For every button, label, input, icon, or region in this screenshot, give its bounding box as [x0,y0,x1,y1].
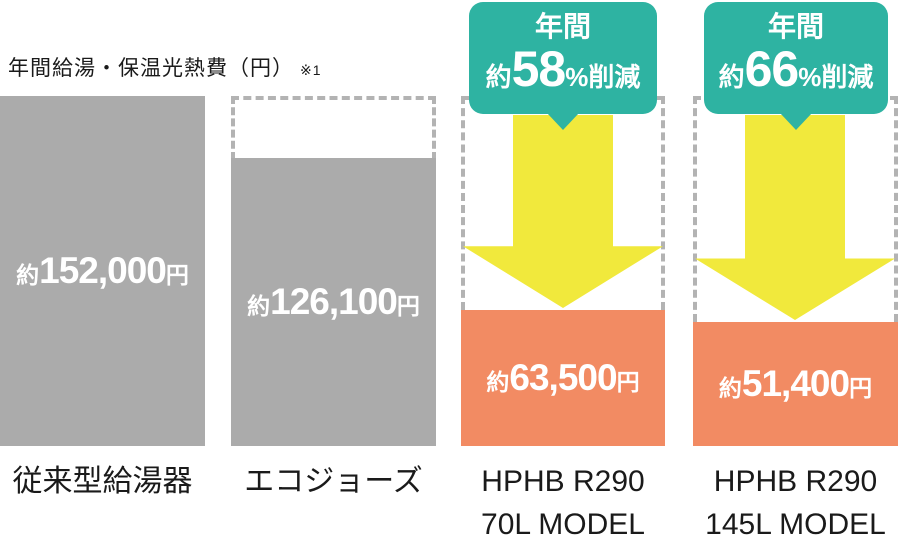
value-prefix: 約 [718,375,742,401]
value-label-conventional: 約 152,000 円 [16,250,189,292]
value-number: 51,400 [741,363,850,404]
value-number: 63,500 [509,357,617,398]
column-conventional-heater: 約 152,000 円 従来型給湯器 [0,0,205,551]
category-label-hphb-70l: HPHB R290 70L MODEL [446,460,680,546]
column-hphb-145l: 年間 約 66 %削減 約 51,400 円 HPHB R290 145L MODEL [693,0,898,551]
category-label-line1: HPHB R290 [713,465,878,498]
chart-title: 年間給湯・保温光熱費（円） ※1 [8,52,322,82]
value-suffix: 円 [396,293,420,319]
reference-frame-ecojozu [231,96,436,160]
category-label-hphb-145l: HPHB R290 145L MODEL [678,460,900,546]
value-suffix: 円 [165,262,189,288]
badge-suffix: %削減 [565,61,641,92]
value-number: 152,000 [39,250,167,291]
category-label-line2: 145L MODEL [705,508,886,541]
value-suffix: 円 [616,369,640,395]
value-prefix: 約 [247,293,271,319]
category-label-conventional: 従来型給湯器 [12,465,193,498]
bar-conventional-heater: 約 152,000 円 [0,96,205,446]
value-prefix: 約 [16,262,40,288]
bar-hphb-70l: 約 63,500 円 [461,310,665,446]
chart-title-footnote: ※1 [300,62,322,78]
badge-percent: 58 [511,40,567,97]
badge-line1: 年間 [534,11,591,42]
column-ecojozu: 約 126,100 円 エコジョーズ [231,0,436,551]
category-label-line1: HPHB R290 [481,465,645,498]
reduction-badge-66: 年間 約 66 %削減 [704,2,888,114]
chart-title-text: 年間給湯・保温光熱費（円） [8,57,294,80]
category-label-line2: 70L MODEL [481,508,645,541]
bar-ecojozu: 約 126,100 円 [231,158,436,446]
category-label-ecojozu: エコジョーズ [244,465,423,498]
badge-line2: 約 66 %削減 [704,43,888,96]
badge-pointer-icon [547,113,579,130]
bar-hphb-145l: 約 51,400 円 [693,322,898,446]
badge-pointer-icon [780,113,812,130]
badge-percent: 66 [744,40,800,97]
value-number: 126,100 [270,281,398,322]
value-label-ecojozu: 約 126,100 円 [247,281,420,323]
value-label-hphb-145l: 約 51,400 円 [719,363,872,405]
badge-line2: 約 58 %削減 [469,43,657,96]
badge-line1: 年間 [767,11,824,42]
badge-prefix: 約 [485,61,512,92]
reduction-badge-58: 年間 約 58 %削減 [469,2,657,114]
value-suffix: 円 [849,375,873,401]
badge-prefix: 約 [718,61,745,92]
value-label-hphb-70l: 約 63,500 円 [486,357,639,399]
badge-suffix: %削減 [798,61,874,92]
column-hphb-70l: 年間 約 58 %削減 約 63,500 円 HPHB R290 70L MODEL [461,0,665,551]
value-prefix: 約 [486,369,510,395]
